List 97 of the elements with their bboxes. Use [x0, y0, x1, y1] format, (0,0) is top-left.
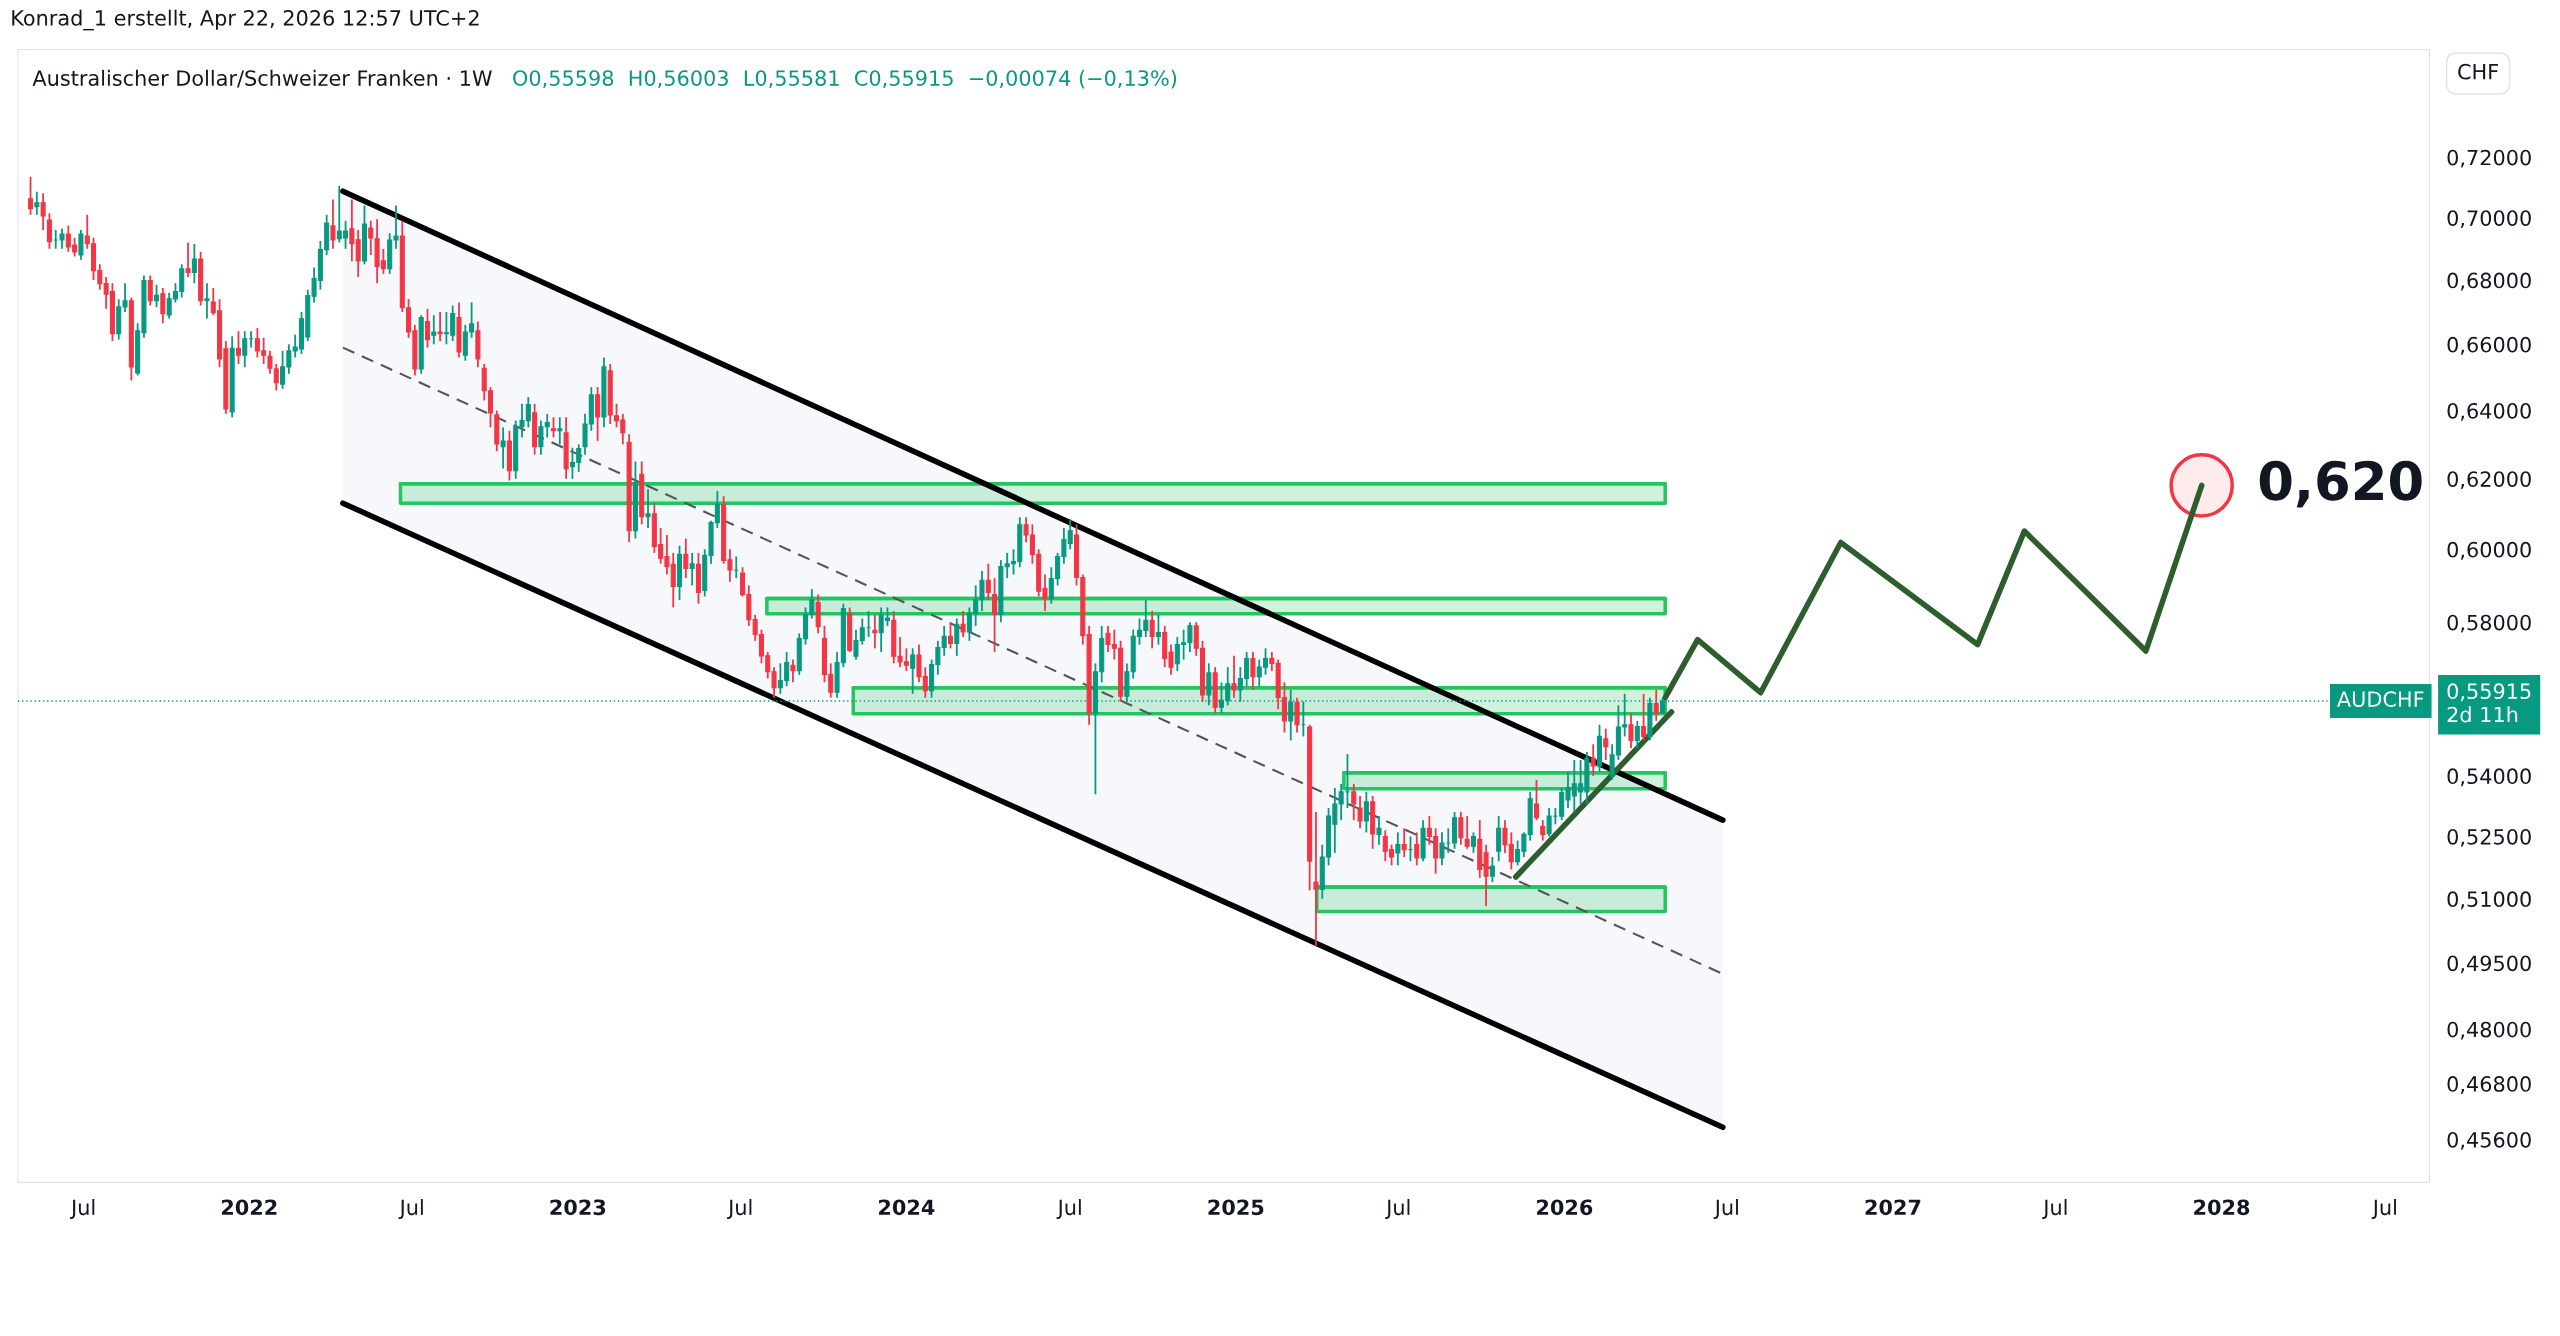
candlestick: [330, 198, 336, 250]
y-tick-label: 0,51000: [2447, 891, 2531, 910]
ref-line-label: AUDCHF: [2337, 691, 2424, 707]
candlestick: [78, 229, 84, 261]
y-tick-label: 0,72000: [2447, 149, 2531, 168]
candlestick: [1294, 696, 1300, 734]
candlestick: [1395, 831, 1401, 867]
candlestick: [910, 647, 916, 695]
candlestick: [947, 621, 954, 650]
candlestick: [154, 283, 160, 309]
candlestick: [1470, 831, 1477, 854]
x-tick-label: 2028: [2194, 1199, 2250, 1216]
text: Australischer Dollar/Schweizer Franken · 1W: [32, 69, 492, 88]
x-tick-label: 2024: [879, 1199, 935, 1216]
candlestick: [992, 577, 998, 653]
x-tick-label: 2025: [1208, 1199, 1264, 1216]
x-tick-label: 2022: [221, 1199, 277, 1216]
candlestick: [1458, 811, 1464, 846]
candlestick: [1634, 719, 1640, 750]
y-tick-label: 0,70000: [2447, 210, 2531, 229]
candlestick: [204, 282, 210, 320]
x-tick-label: Jul: [2371, 1199, 2396, 1220]
y-tick-label: 0,66000: [2447, 336, 2531, 355]
y-tick-label: 0,58000: [2447, 614, 2531, 633]
x-tick-label: Jul: [1385, 1199, 1410, 1220]
x-tick-label: Jul: [398, 1199, 423, 1220]
y-tick-label: 0,62000: [2447, 471, 2531, 490]
candlestick: [872, 613, 878, 650]
candlestick: [1603, 727, 1609, 761]
candlestick: [689, 551, 695, 587]
text: Konrad_1 erstellt, Apr 22, 2026 12:57 UTC+2: [12, 9, 479, 31]
candlestick: [1155, 613, 1161, 646]
candlestick: [1641, 692, 1647, 742]
y-tick-label: 0,55915 2d 11h: [2447, 683, 2531, 723]
candlestick: [46, 212, 52, 250]
candlestick: [1269, 651, 1275, 672]
candlestick: [368, 219, 374, 256]
candlestick: [242, 330, 248, 369]
text: O0,55598 H0,56003 L0,55581 C0,55915 −0,00074 (−0,13%): [513, 69, 1177, 89]
candlestick: [1231, 654, 1237, 699]
y-tick-label: 0,64000: [2447, 402, 2531, 421]
candlestick: [160, 287, 166, 325]
candlestick: [1628, 712, 1634, 750]
candlestick: [1363, 790, 1369, 834]
candlestick: [1351, 782, 1357, 822]
x-tick-label: 2026: [1537, 1199, 1593, 1216]
candlestick: [1540, 819, 1546, 842]
candlestick: [500, 426, 506, 470]
candlestick: [1376, 815, 1382, 846]
candlestick: [1489, 856, 1495, 883]
candlestick: [790, 658, 796, 684]
x-tick-label: Jul: [1713, 1199, 1738, 1220]
candlestick: [1414, 831, 1420, 867]
candlestick: [1464, 815, 1470, 850]
candlestick: [557, 416, 563, 446]
annotation: 0,620: [2259, 460, 2422, 508]
candlestick: [954, 617, 960, 657]
candlestick: [1250, 651, 1256, 691]
x-tick-label: Jul: [2042, 1199, 2067, 1220]
x-tick-label: 2023: [550, 1199, 606, 1216]
x-tick-label: Jul: [727, 1199, 752, 1220]
y-axis-title: CHF: [2458, 63, 2498, 80]
candlestick: [1313, 811, 1319, 947]
candlestick: [1590, 743, 1596, 777]
y-tick-label: 0,68000: [2447, 272, 2531, 291]
candlestick: [235, 330, 241, 365]
x-tick-label: Jul: [69, 1199, 95, 1220]
candlestick: [431, 314, 437, 346]
y-tick-label: 0,52500: [2447, 828, 2531, 847]
candlestick: [40, 192, 46, 232]
candlestick: [191, 243, 197, 285]
candlestick: [1149, 610, 1155, 650]
candlestick: [1533, 778, 1540, 822]
candlestick: [550, 416, 557, 439]
candlestick: [34, 190, 40, 216]
y-tick-label: 0,46800: [2447, 1076, 2531, 1094]
candlestick: [27, 175, 34, 216]
candlestick: [1357, 794, 1363, 830]
x-tick-label: 2027: [1865, 1199, 1921, 1216]
candlestick: [185, 241, 191, 278]
candlestick: [1496, 815, 1502, 863]
candlestick: [424, 307, 431, 349]
candlestick: [1401, 827, 1407, 858]
y-tick-label: 0,48000: [2447, 1021, 2531, 1040]
y-tick-label: 0,45600: [2447, 1131, 2531, 1150]
x-tick-label: Jul: [1056, 1199, 1081, 1220]
candlestick: [985, 562, 991, 601]
y-tick-label: 0,60000: [2447, 541, 2531, 560]
candlestick: [595, 386, 601, 442]
y-tick-label: 0,54000: [2447, 768, 2531, 787]
candlestick: [1653, 689, 1659, 722]
y-tick-label: 0,49500: [2447, 955, 2531, 974]
candlestick: [960, 610, 966, 638]
candlestick: [147, 274, 153, 307]
candlestick: [437, 311, 443, 342]
candlestick: [683, 537, 689, 580]
candlestick: [645, 488, 651, 529]
